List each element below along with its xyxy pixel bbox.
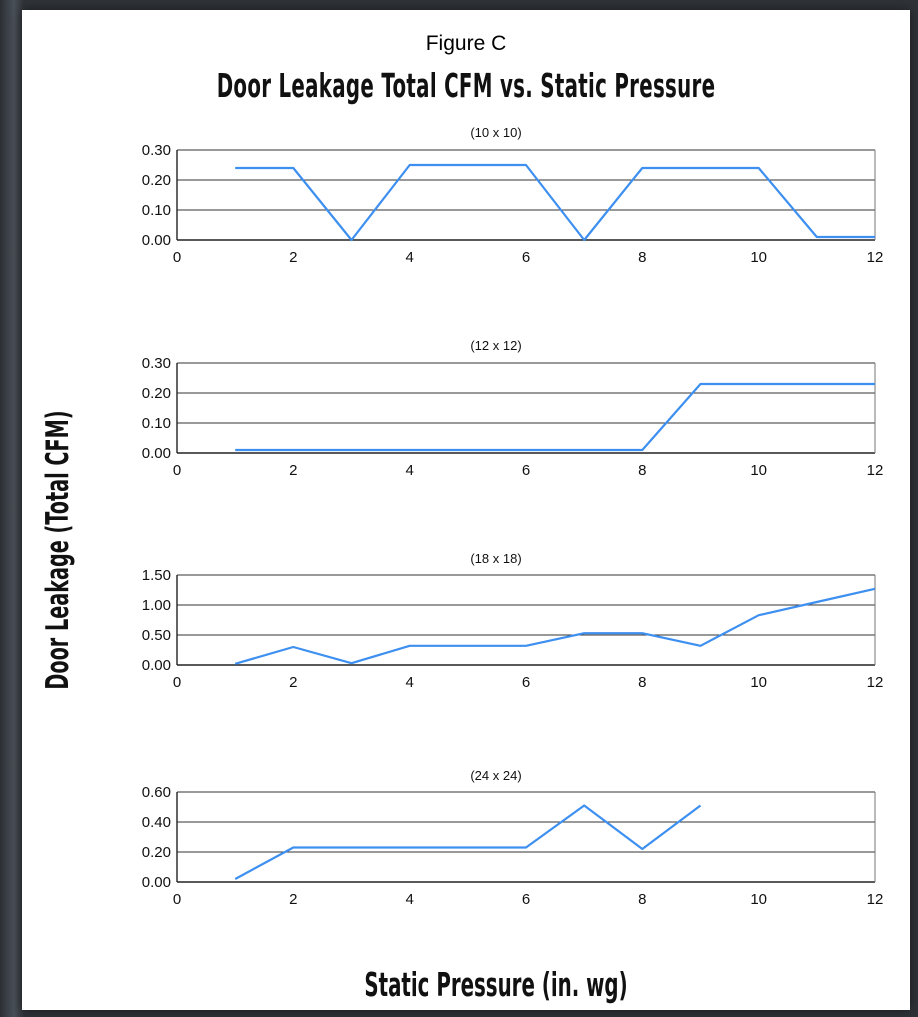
figure-label: Figure C: [425, 32, 507, 55]
chart3-ytick-label: 1.00: [142, 597, 171, 614]
chart4-ytick-label: 0.60: [142, 784, 171, 801]
chart2-ytick-label: 0.00: [142, 445, 171, 462]
chart4-series-line: [234, 804, 702, 880]
chart1-xtick-label: 0: [173, 249, 181, 266]
chart1-xtick-label: 6: [522, 249, 530, 266]
chart3-xtick-label: 8: [638, 674, 646, 691]
chart2-ytick-label: 0.30: [142, 355, 171, 372]
chart3-xtick-label: 10: [750, 674, 767, 691]
chart1-xtick-label: 10: [750, 249, 767, 266]
chart3-xtick-label: 4: [405, 674, 413, 691]
chart-main-title: Door Leakage Total CFM vs. Static Pressu…: [216, 66, 716, 105]
chart1-xtick-label: 2: [289, 249, 297, 266]
chart4-subtitle: (24 x 24): [470, 768, 521, 783]
chart4-ytick-label: 0.40: [142, 814, 171, 831]
chart2-xtick-label: 12: [867, 462, 884, 479]
chart2-xtick-label: 4: [405, 462, 413, 479]
chart3-ytick-label: 0.00: [142, 657, 171, 674]
chart1-xtick-label: 4: [405, 249, 413, 266]
chart3-xtick-label: 0: [173, 674, 181, 691]
chart1-series-line: [235, 163, 875, 242]
chart2-xtick-label: 10: [750, 462, 767, 479]
chart3-ytick-label: 1.50: [142, 567, 171, 584]
chart4-xtick-label: 6: [522, 891, 530, 908]
chart3-xtick-label: 2: [289, 674, 297, 691]
chart1-ytick-label: 0.00: [142, 232, 171, 249]
chart4-xtick-label: 12: [867, 891, 884, 908]
chart2-xtick-label: 8: [638, 462, 646, 479]
chart3-subtitle: (18 x 18): [470, 551, 521, 566]
chart1-xtick-label: 8: [638, 249, 646, 266]
chart3-series-line: [234, 587, 876, 665]
chart2-ytick-label: 0.10: [142, 415, 171, 432]
chart3-xtick-label: 12: [867, 674, 884, 691]
chart1-ytick-label: 0.20: [142, 172, 171, 189]
chart3-ytick-label: 0.50: [142, 627, 171, 644]
chart2-xtick-label: 2: [289, 462, 297, 479]
chart4-xtick-label: 8: [638, 891, 646, 908]
chart4-xtick-label: 0: [173, 891, 181, 908]
chart4-ytick-label: 0.00: [142, 874, 171, 891]
charts-svg: (10 x 10) 0.00 0.10 0.20 0.30 0 2 4 6 8 10 12 (12 x …: [142, 125, 884, 908]
chart2-series-line: [235, 382, 875, 452]
chart1-xtick-label: 12: [867, 249, 884, 266]
chart1-subtitle: (10 x 10): [470, 125, 521, 140]
chart4-xtick-label: 10: [750, 891, 767, 908]
chart2-xtick-label: 6: [522, 462, 530, 479]
chart4-ytick-label: 0.20: [142, 844, 171, 861]
chart2-ytick-label: 0.20: [142, 385, 171, 402]
chart4-xtick-label: 2: [289, 891, 297, 908]
chart2-xtick-label: 0: [173, 462, 181, 479]
chart3-xtick-label: 6: [522, 674, 530, 691]
chart1-ytick-label: 0.30: [142, 142, 171, 159]
chart2-subtitle: (12 x 12): [470, 338, 521, 353]
chart1-ytick-label: 0.10: [142, 202, 171, 219]
figure-panel: Figure C Door Leakage Total CFM vs. Stat…: [22, 10, 910, 1010]
chart4-xtick-label: 4: [405, 891, 413, 908]
x-axis-label: Static Pressure (in. wg): [364, 965, 628, 1004]
